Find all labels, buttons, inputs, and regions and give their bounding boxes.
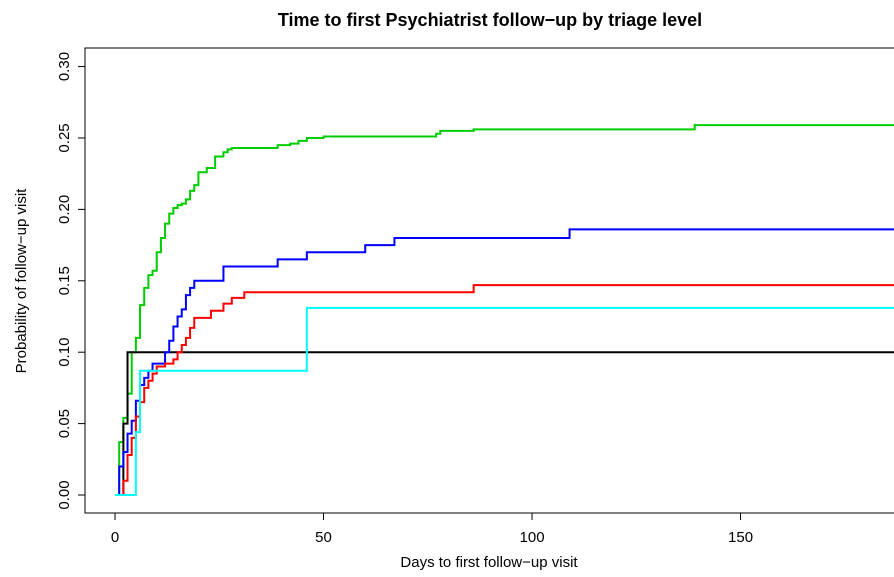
- x-tick-label: 150: [728, 529, 753, 546]
- series-line: [115, 351, 894, 497]
- y-tick-label: 0.15: [56, 266, 73, 295]
- y-tick-label: 0.25: [56, 123, 73, 152]
- y-tick-label: 0.00: [56, 480, 73, 509]
- chart-title: Time to first Psychiatrist follow−up by …: [278, 10, 702, 30]
- y-axis-label: Probability of follow−up visit: [13, 188, 30, 374]
- x-tick-label: 50: [315, 529, 332, 546]
- y-tick-label: 0.05: [56, 409, 73, 438]
- plot-area: [115, 124, 894, 497]
- x-tick-label: 0: [111, 529, 119, 546]
- series-line: [115, 306, 894, 497]
- x-tick-label: 100: [520, 529, 545, 546]
- series-line: [115, 228, 894, 497]
- series-line: [115, 284, 894, 497]
- x-axis-label: Days to first follow−up visit: [400, 554, 578, 571]
- y-tick-label: 0.10: [56, 338, 73, 367]
- y-tick-label: 0.20: [56, 195, 73, 224]
- series-line: [115, 124, 894, 497]
- y-tick-label: 0.30: [56, 52, 73, 81]
